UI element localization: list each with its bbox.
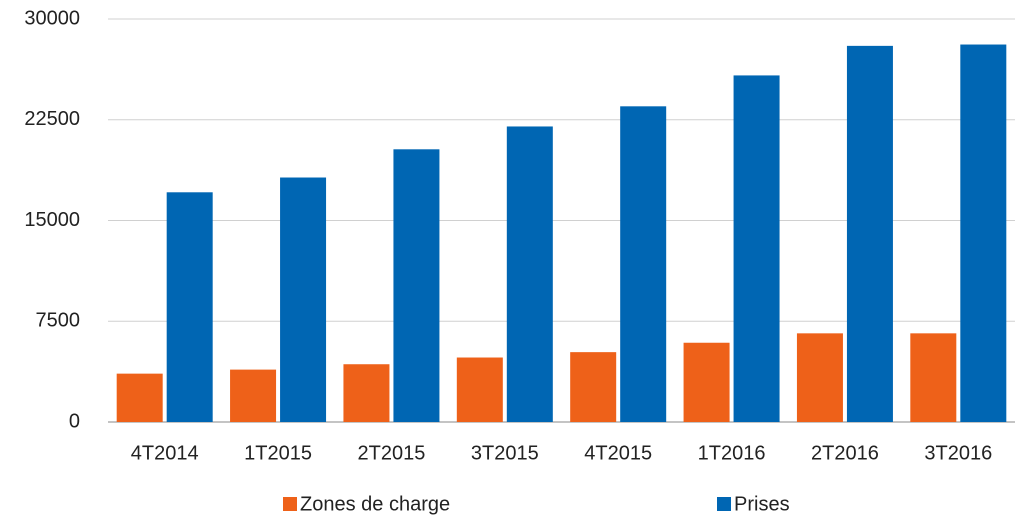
- bar: [733, 75, 780, 423]
- bar: [796, 333, 843, 422]
- bar: [570, 352, 617, 422]
- bar: [846, 45, 893, 422]
- y-tick-label: 30000: [24, 7, 80, 29]
- legend-swatch: [283, 497, 297, 511]
- bar: [280, 177, 327, 422]
- y-tick-label: 0: [69, 410, 80, 432]
- bar: [620, 106, 667, 423]
- bar: [393, 149, 440, 422]
- legend-label: Zones de charge: [300, 493, 450, 515]
- bar: [910, 333, 957, 422]
- y-tick-label: 22500: [24, 108, 80, 130]
- x-tick-label: 2T2015: [358, 442, 426, 464]
- legend-swatch: [717, 497, 731, 511]
- x-tick-label: 1T2015: [244, 442, 312, 464]
- bar: [116, 373, 163, 422]
- legend-label: Prises: [734, 493, 790, 515]
- x-tick-label: 3T2016: [924, 442, 992, 464]
- bar: [683, 342, 730, 422]
- x-tick-label: 1T2016: [698, 442, 766, 464]
- x-tick-label: 4T2014: [131, 442, 199, 464]
- y-tick-label: 15000: [24, 209, 80, 231]
- x-tick-label: 2T2016: [811, 442, 879, 464]
- y-tick-label: 7500: [36, 310, 81, 332]
- bar: [230, 369, 277, 422]
- x-tick-label: 3T2015: [471, 442, 539, 464]
- bar: [506, 126, 553, 422]
- x-tick-label: 4T2015: [584, 442, 652, 464]
- bar: [456, 357, 503, 422]
- bar: [960, 44, 1007, 422]
- bar: [343, 364, 390, 422]
- bar: [166, 192, 213, 422]
